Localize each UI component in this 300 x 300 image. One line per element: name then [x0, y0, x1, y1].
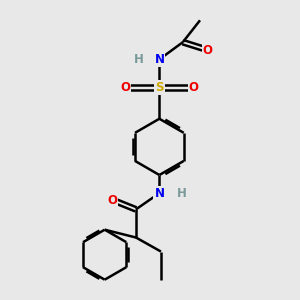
- Text: S: S: [155, 81, 164, 94]
- Text: H: H: [134, 53, 143, 66]
- Text: O: O: [107, 194, 118, 206]
- Text: O: O: [189, 81, 199, 94]
- Text: N: N: [154, 53, 164, 66]
- Text: O: O: [203, 44, 213, 56]
- Text: H: H: [177, 187, 187, 200]
- Text: O: O: [120, 81, 130, 94]
- Text: N: N: [154, 187, 164, 200]
